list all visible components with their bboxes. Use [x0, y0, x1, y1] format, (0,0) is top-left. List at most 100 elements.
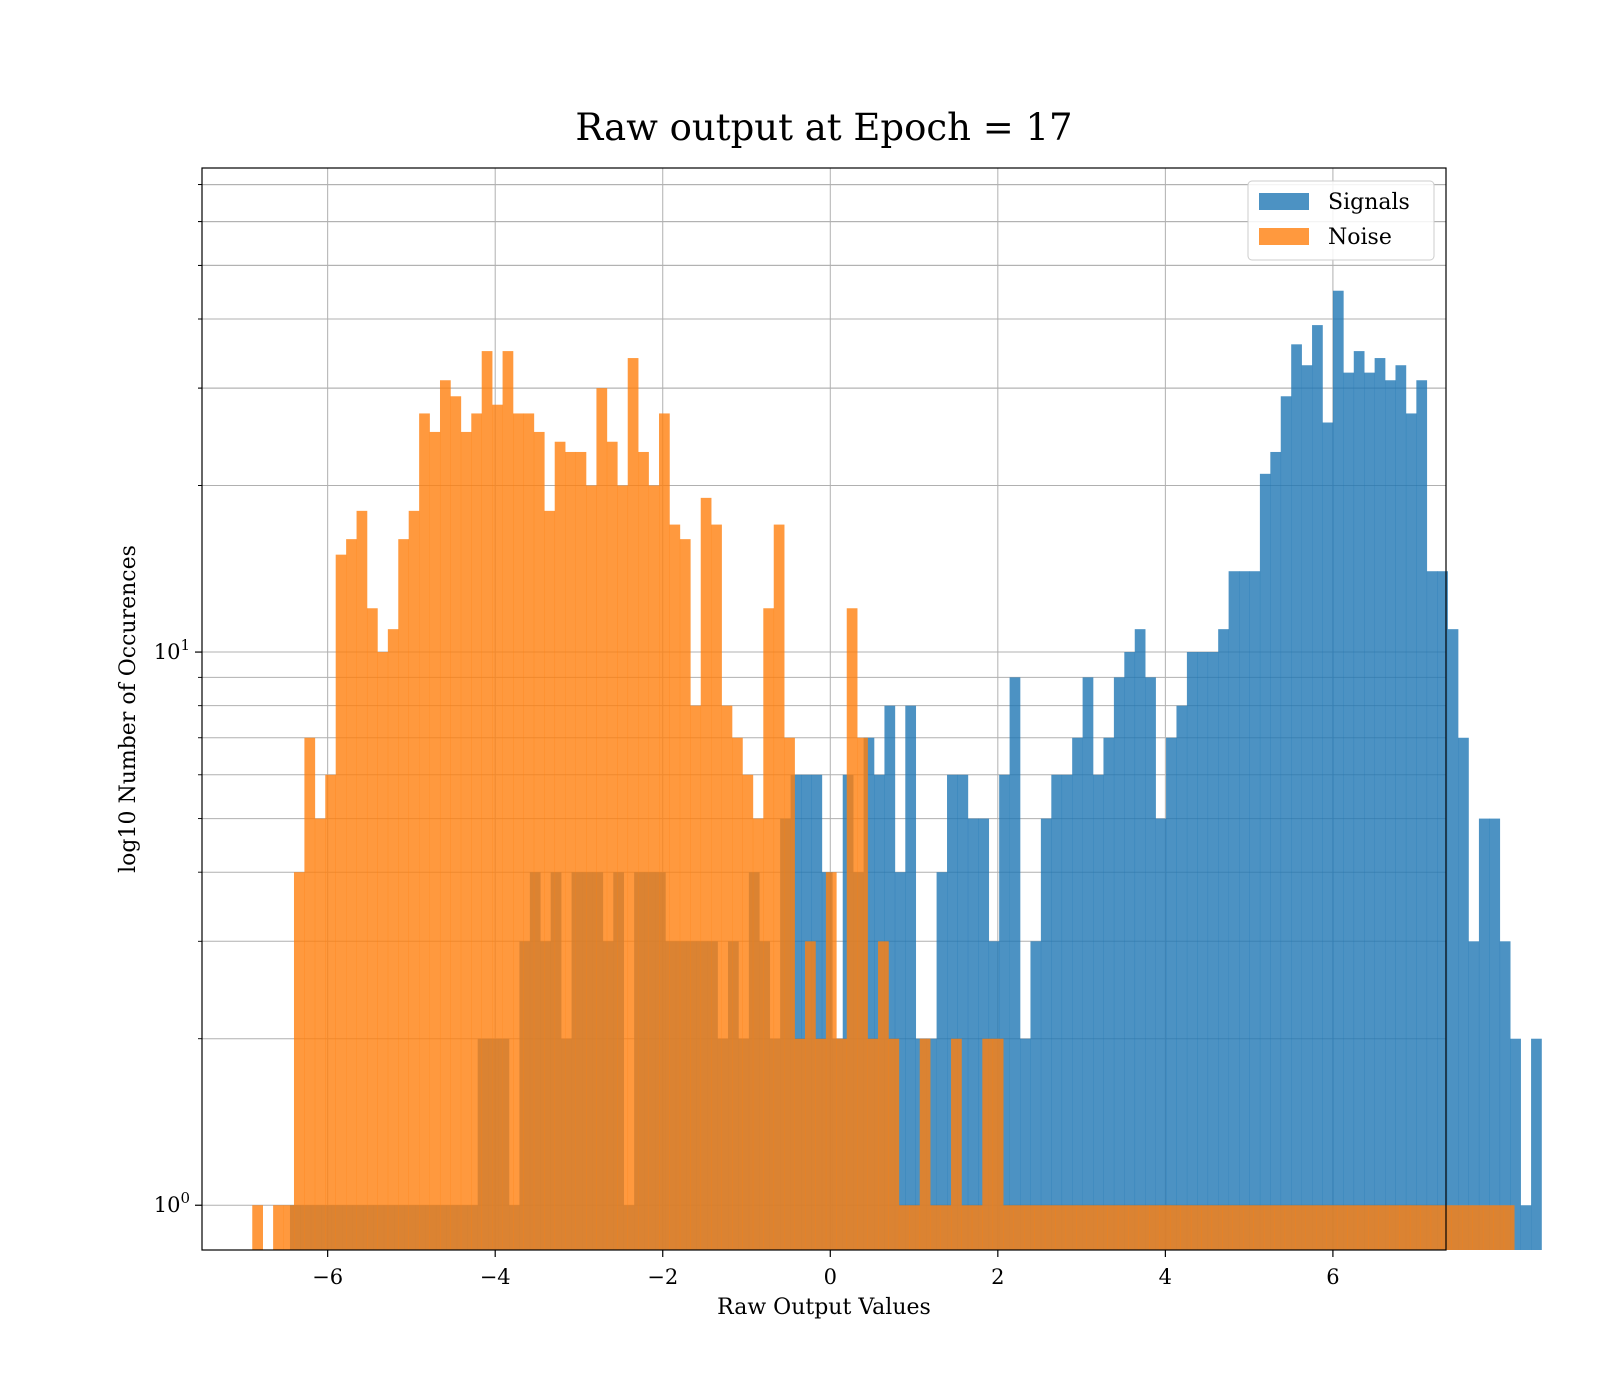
histogram-bar — [1020, 1038, 1031, 1250]
x-tick-label: 6 — [1326, 1265, 1339, 1289]
histogram-bar — [1211, 1205, 1223, 1250]
histogram-bar — [1399, 1205, 1411, 1250]
histogram-bar — [752, 818, 764, 1250]
histogram-bar — [575, 451, 587, 1250]
histogram-bar — [790, 774, 802, 1250]
y-tick-label: 101 — [154, 636, 190, 664]
histogram-bar — [1364, 372, 1375, 1250]
histogram-bar — [1378, 1205, 1390, 1250]
histogram-bar — [1113, 677, 1125, 1250]
histogram-bar — [1134, 629, 1146, 1250]
histogram-bar — [1218, 629, 1229, 1250]
histogram-bar — [1061, 774, 1073, 1250]
histogram-bar — [951, 1038, 962, 1250]
histogram-bar — [1472, 1205, 1484, 1250]
histogram-bar — [1336, 1205, 1348, 1250]
histogram-bar — [884, 705, 896, 1250]
histogram-bar — [1385, 380, 1396, 1250]
histogram-bar — [926, 1038, 937, 1250]
x-tick-label: 2 — [991, 1265, 1004, 1289]
histogram-bar — [815, 1038, 827, 1250]
histogram-bars — [252, 290, 1542, 1251]
histogram-bar — [940, 1205, 952, 1250]
histogram-bar — [947, 774, 958, 1250]
histogram-bar — [1222, 1205, 1233, 1250]
histogram-bar — [1420, 1205, 1432, 1250]
histogram-bar — [1051, 774, 1063, 1250]
histogram-bar — [627, 358, 639, 1250]
histogram-bar — [1097, 1205, 1108, 1250]
histogram-bar — [1145, 677, 1156, 1250]
histogram-bar — [1312, 325, 1323, 1250]
histogram-bar — [1138, 1205, 1150, 1250]
histogram-bar — [1009, 677, 1021, 1250]
histogram-bar — [1103, 737, 1115, 1250]
histogram-bar — [648, 485, 660, 1251]
histogram-bar — [1176, 705, 1188, 1250]
legend-label-signals: Signals — [1328, 190, 1410, 215]
histogram-bar — [1249, 571, 1261, 1250]
histogram-bar — [1239, 571, 1250, 1250]
chart-legend: Signals Noise — [1247, 180, 1435, 261]
histogram-bar — [1374, 358, 1386, 1250]
histogram-bar — [1013, 1205, 1025, 1250]
histogram-bar — [805, 941, 816, 1250]
histogram-bar — [1451, 1205, 1463, 1250]
histogram-bar — [460, 431, 472, 1251]
histogram-bar — [1295, 1205, 1306, 1250]
histogram-bar — [252, 1205, 263, 1250]
histogram-bar — [1368, 1205, 1379, 1250]
histogram-bar — [1003, 1205, 1014, 1250]
histogram-bar — [1437, 571, 1448, 1250]
histogram-bar — [606, 441, 618, 1250]
histogram-bar — [1232, 1205, 1244, 1250]
histogram-bar — [836, 1038, 848, 1250]
histogram-bar — [1197, 652, 1209, 1250]
histogram-bar — [1076, 1205, 1087, 1250]
histogram-bar — [1322, 422, 1334, 1250]
histogram-bar — [523, 413, 535, 1250]
histogram-bar — [982, 1038, 994, 1250]
histogram-bar — [919, 1038, 931, 1250]
histogram-bar — [1270, 451, 1282, 1250]
histogram-bar — [1305, 1205, 1317, 1250]
histogram-bar — [471, 413, 483, 1250]
histogram-bar — [1343, 372, 1355, 1250]
histogram-bar — [1301, 365, 1313, 1250]
histogram-bar — [1326, 1205, 1338, 1250]
histogram-bar — [711, 524, 722, 1250]
x-tick-label: −4 — [480, 1265, 511, 1289]
histogram-bar — [377, 652, 389, 1250]
histogram-bar — [1520, 1205, 1532, 1250]
histogram-bar — [1510, 1038, 1521, 1250]
plot-frame — [201, 167, 1447, 1251]
histogram-bar — [502, 351, 514, 1250]
histogram-bar — [1416, 380, 1428, 1250]
histogram-bar — [1107, 1205, 1119, 1250]
x-tick-label: −2 — [647, 1265, 678, 1289]
histogram-bar — [1128, 1205, 1140, 1250]
histogram-bar — [1044, 1205, 1056, 1250]
histogram-bar — [1072, 737, 1083, 1250]
histogram-bar — [1284, 1205, 1296, 1250]
histogram-bar — [1082, 677, 1094, 1250]
histogram-bar — [857, 737, 868, 1250]
histogram-bar — [846, 608, 858, 1250]
histogram-bar — [1124, 652, 1136, 1250]
histogram-bar — [1030, 941, 1042, 1250]
histogram-bar — [513, 413, 524, 1250]
histogram-bar — [1055, 1205, 1067, 1250]
histogram-bar — [1040, 818, 1052, 1250]
histogram-bar — [1228, 571, 1240, 1250]
histogram-bar — [1347, 1205, 1359, 1250]
histogram-bar — [1395, 365, 1407, 1250]
legend-label-noise: Noise — [1328, 225, 1392, 250]
histogram-bar — [1316, 1205, 1327, 1250]
y-axis-label: log10 Number of Occurences — [116, 545, 141, 873]
histogram-bar — [1430, 1205, 1442, 1250]
histogram-bar — [1353, 351, 1365, 1250]
histogram-bar — [971, 1205, 983, 1250]
histogram-bar — [1259, 473, 1271, 1250]
histogram-bar — [366, 608, 378, 1250]
